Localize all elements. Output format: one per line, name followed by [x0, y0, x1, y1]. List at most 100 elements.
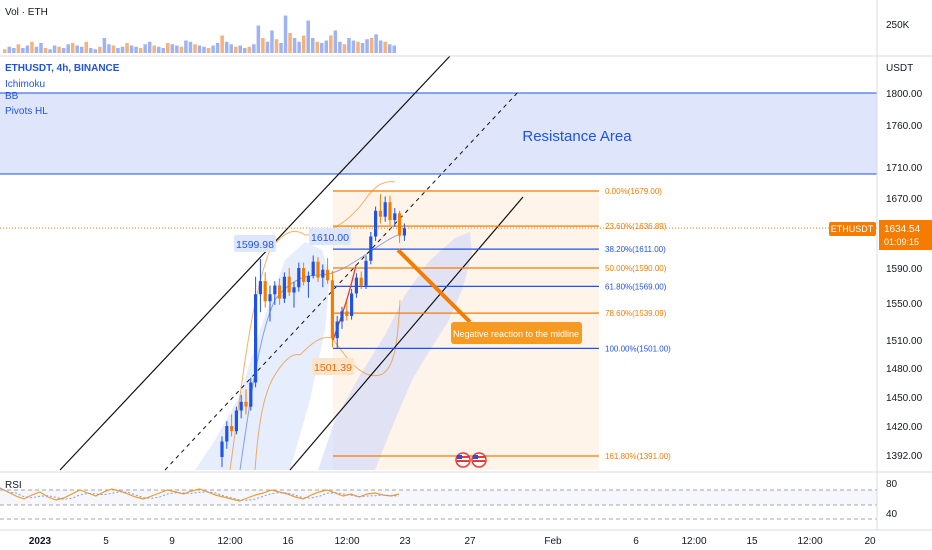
volume-bar	[247, 46, 252, 53]
volume-bar	[129, 45, 134, 53]
volume-bar	[93, 49, 98, 53]
pivot-label-low: 1501.39	[312, 358, 354, 375]
rsi-series	[0, 487, 400, 502]
candles[interactable]	[220, 194, 406, 467]
volume-bar	[30, 41, 34, 53]
candle-body	[220, 441, 224, 457]
candle-body	[340, 311, 344, 322]
time-tick-label: 12:00	[681, 536, 706, 547]
rsi-label: RSI	[5, 480, 22, 491]
time-tick-label: 27	[464, 536, 476, 547]
indicator-pivots[interactable]: Pivots HL	[5, 106, 48, 117]
candle-body	[369, 236, 373, 261]
price-tick-label: 1480.00	[886, 364, 923, 375]
volume-bar	[107, 44, 111, 53]
candle-body	[234, 410, 238, 432]
us-flag-event-icon[interactable]	[471, 452, 487, 468]
candle-body	[326, 269, 330, 281]
volume-bar	[138, 48, 143, 53]
symbol-price-tag[interactable]: ETHUSDT	[829, 222, 876, 236]
kijun-line	[332, 264, 357, 341]
volume-bar	[48, 49, 52, 53]
volume-bar	[279, 43, 283, 53]
resistance-zone[interactable]: Resistance Area	[0, 92, 877, 175]
candle-body	[388, 202, 392, 221]
fib-level-label: 78.60%(1539.09)	[605, 309, 667, 318]
fibonacci-levels[interactable]: 0.00%(1679.00) 23.60%(1636.89) 38.20%(1611…	[333, 187, 671, 461]
pivot-label-text: 1610.00	[311, 232, 349, 244]
economic-events[interactable]	[455, 452, 487, 468]
symbol-tag-box	[829, 222, 876, 236]
volume-bar	[261, 38, 265, 53]
candle-body	[244, 401, 248, 407]
price-tick-label: 1760.00	[886, 121, 923, 132]
volume-bar	[270, 30, 274, 53]
ichimoku-cloud-left	[195, 242, 330, 470]
volume-bar	[34, 46, 39, 53]
annotation-text: Negative reaction to the midline	[453, 329, 579, 339]
volume-bar	[306, 20, 310, 53]
candle-body	[306, 275, 310, 282]
volume-bar	[329, 35, 333, 53]
volume-bar	[215, 43, 220, 53]
volume-bar	[238, 45, 243, 53]
time-tick-label: Feb	[544, 536, 562, 547]
volume-bar	[351, 40, 356, 53]
pivot-label-text: 1501.39	[314, 362, 352, 374]
candle-body	[321, 269, 325, 278]
volume-pane	[3, 15, 396, 53]
indicator-ichimoku[interactable]: Ichimoku	[5, 79, 45, 90]
last-price-value: 1634.54	[884, 224, 921, 235]
volume-bar	[315, 41, 320, 53]
time-tick-label: 12:00	[334, 536, 359, 547]
candle-body	[354, 277, 358, 294]
volume-bar	[333, 30, 338, 53]
indicator-bb[interactable]: BB	[5, 91, 19, 102]
candle-body	[302, 268, 306, 282]
volume-bar	[134, 46, 138, 53]
volume-bar	[320, 43, 324, 53]
price-tick-label: 1392.00	[886, 451, 923, 462]
candle-body	[258, 281, 262, 295]
time-axis[interactable]: 2023 5 9 12:00 16 12:00 23 27 Feb 6 12:00 15 12:00 20	[29, 536, 876, 547]
channel-mid-line	[164, 89, 521, 471]
volume-axis-label: 250K	[886, 20, 910, 31]
us-flag-event-icon[interactable]	[455, 452, 471, 468]
volume-bar	[274, 39, 279, 53]
last-price-tag[interactable]: 1634.54 01:09:15	[879, 220, 932, 250]
candle-body	[335, 321, 339, 339]
annotation-callout[interactable]: Negative reaction to the midline	[396, 248, 582, 344]
rsi-band	[0, 490, 877, 505]
volume-bar	[79, 46, 84, 53]
candle-body	[378, 210, 382, 217]
volume-bar	[57, 46, 61, 53]
volume-bar	[356, 41, 360, 53]
volume-bar	[342, 44, 347, 53]
price-tick-label: 1800.00	[886, 89, 923, 100]
price-tick-label: 1450.00	[886, 393, 923, 404]
rsi-axis-label-high: 80	[886, 479, 898, 490]
fib-level-label: 161.80%(1391.00)	[605, 452, 671, 461]
currency-label: USDT	[886, 63, 913, 74]
candle-body	[398, 213, 402, 236]
pivot-label-box	[312, 358, 354, 375]
candle-body	[364, 260, 368, 286]
volume-bar	[369, 38, 374, 53]
time-tick-label: 6	[633, 536, 639, 547]
time-tick-label: 20	[864, 536, 876, 547]
volume-bar	[383, 41, 387, 53]
time-tick-label: 16	[282, 536, 294, 547]
volume-bar	[297, 41, 301, 53]
rsi-axis-label-low: 40	[886, 509, 898, 520]
last-price-countdown: 01:09:15	[884, 237, 919, 247]
volume-bar	[43, 48, 48, 53]
volume-bar	[98, 46, 102, 53]
volume-bar	[365, 39, 369, 53]
fib-level-label: 23.60%(1636.89)	[605, 222, 667, 231]
volume-bar	[360, 43, 365, 53]
candle-body	[254, 294, 258, 383]
volume-bar	[84, 41, 89, 53]
volume-bar	[324, 40, 329, 53]
volume-bar	[152, 45, 156, 53]
